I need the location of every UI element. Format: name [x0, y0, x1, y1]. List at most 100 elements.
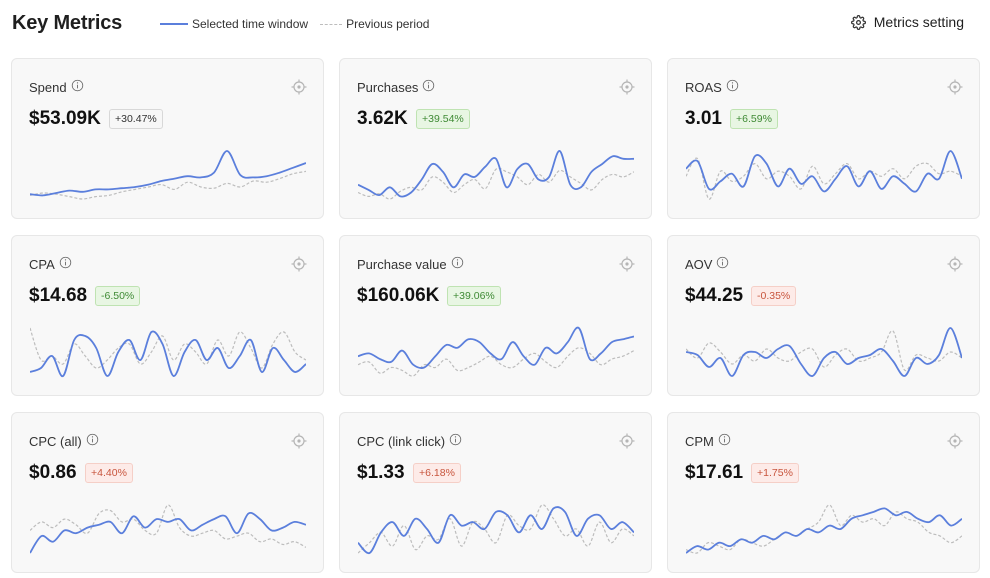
metric-change-badge: +39.54%: [416, 109, 470, 129]
metric-sparkline: [30, 504, 306, 554]
metric-focus-button[interactable]: [291, 256, 307, 277]
metric-value: $53.09K: [29, 108, 101, 129]
metric-card[interactable]: Purchase value $160.06K +39.06%: [339, 235, 652, 396]
crosshair-icon: [947, 256, 963, 272]
metric-card[interactable]: ROAS 3.01 +6.59%: [667, 58, 980, 219]
metric-focus-button[interactable]: [619, 256, 635, 277]
metric-sparkline: [358, 326, 634, 377]
sparkline-previous: [358, 504, 634, 554]
metric-label: CPM: [685, 433, 731, 449]
legend-previous-label: Previous period: [346, 17, 430, 31]
metric-sparkline: [358, 504, 634, 555]
crosshair-icon: [947, 79, 963, 95]
metric-focus-button[interactable]: [291, 433, 307, 454]
sparkline-previous: [358, 347, 634, 377]
info-circle-icon: [71, 79, 83, 92]
sparkline-previous: [686, 157, 962, 200]
metric-change-badge: +39.06%: [447, 286, 501, 306]
metric-focus-button[interactable]: [619, 433, 635, 454]
page-title: Key Metrics: [12, 12, 123, 34]
crosshair-icon: [619, 79, 635, 95]
sparkline-previous: [30, 504, 306, 548]
metric-change-badge: +1.75%: [751, 463, 799, 483]
legend-current-swatch: [160, 23, 188, 25]
metric-focus-button[interactable]: [291, 79, 307, 100]
metric-change-badge: +6.18%: [413, 463, 461, 483]
metric-change-badge: -0.35%: [751, 286, 797, 306]
sparkline-current: [30, 150, 306, 197]
sparkline-current: [30, 512, 306, 554]
sparkline-previous: [30, 327, 306, 369]
metric-value: $1.33: [357, 462, 405, 483]
sparkline-previous: [30, 170, 306, 200]
metric-sparkline: [30, 327, 306, 377]
metric-label: CPC (all): [29, 433, 99, 449]
metrics-setting-button[interactable]: Metrics setting: [850, 14, 964, 30]
metric-focus-button[interactable]: [947, 79, 963, 100]
crosshair-icon: [947, 433, 963, 449]
metric-change-badge: -6.50%: [95, 286, 141, 306]
metric-sparkline: [358, 150, 634, 200]
metric-change-badge: +30.47%: [109, 109, 163, 129]
metric-label: CPC (link click): [357, 433, 462, 449]
metric-focus-button[interactable]: [619, 79, 635, 100]
crosshair-icon: [619, 433, 635, 449]
metric-sparkline: [686, 504, 962, 554]
info-circle-icon: [718, 433, 731, 446]
metric-focus-button[interactable]: [947, 433, 963, 454]
legend-previous-swatch: [320, 23, 343, 25]
metric-value: $44.25: [685, 285, 744, 306]
metric-label: AOV: [685, 256, 729, 272]
metric-label-text: CPM: [685, 433, 714, 449]
metric-label: CPA: [29, 256, 72, 272]
metric-label-text: CPC (all): [29, 433, 82, 449]
chart-legend: Selected time window Previous period: [160, 17, 441, 31]
sparkline-current: [686, 507, 962, 554]
legend-current-label: Selected time window: [192, 17, 309, 31]
metric-value: 3.62K: [357, 108, 408, 129]
metric-card[interactable]: CPC (link click) $1.33 +6.18%: [339, 412, 652, 573]
metric-card[interactable]: CPM $17.61 +1.75%: [667, 412, 980, 573]
metric-label: ROAS: [685, 79, 739, 95]
metric-value: $14.68: [29, 285, 88, 306]
legend-previous: Previous period: [320, 17, 429, 31]
metric-card[interactable]: Spend $53.09K +30.47%: [11, 58, 324, 219]
metric-sparkline: [686, 150, 962, 200]
metric-label-text: Spend: [29, 79, 67, 95]
sparkline-previous: [686, 330, 962, 372]
metric-change-badge: +4.40%: [85, 463, 133, 483]
sparkline-previous: [686, 504, 962, 554]
metric-label-text: CPA: [29, 256, 55, 272]
metric-focus-button[interactable]: [947, 256, 963, 277]
sparkline-current: [30, 330, 306, 377]
sparkline-previous: [358, 167, 634, 200]
metric-card[interactable]: AOV $44.25 -0.35%: [667, 235, 980, 396]
metric-label: Spend: [29, 79, 84, 95]
gear-icon: [850, 14, 866, 30]
header: Key Metrics Selected time window Previou…: [0, 0, 990, 52]
metric-value: 3.01: [685, 108, 722, 129]
info-circle-icon: [423, 79, 435, 92]
metric-value: $160.06K: [357, 285, 440, 306]
metric-card[interactable]: CPA $14.68 -6.50%: [11, 235, 324, 396]
crosshair-icon: [291, 256, 307, 272]
metric-label: Purchases: [357, 79, 435, 95]
info-circle-icon: [451, 256, 463, 269]
info-circle-icon: [86, 433, 98, 446]
metric-label-text: AOV: [685, 256, 713, 272]
metric-card[interactable]: CPC (all) $0.86 +4.40%: [11, 412, 324, 573]
metric-label-text: Purchases: [357, 79, 419, 95]
metric-label: Purchase value: [357, 256, 464, 272]
metric-value: $0.86: [29, 462, 77, 483]
info-circle-icon: [59, 256, 71, 269]
info-circle-icon: [449, 433, 462, 446]
metric-label-text: CPC (link click): [357, 433, 446, 449]
info-circle-icon: [717, 256, 729, 269]
metric-label-text: ROAS: [685, 79, 722, 95]
metric-sparkline: [30, 150, 306, 200]
metric-card[interactable]: Purchases 3.62K +39.54%: [339, 58, 652, 219]
metric-change-badge: +6.59%: [730, 109, 778, 129]
crosshair-icon: [291, 433, 307, 449]
sparkline-current: [358, 326, 634, 369]
sparkline-current: [686, 327, 962, 377]
